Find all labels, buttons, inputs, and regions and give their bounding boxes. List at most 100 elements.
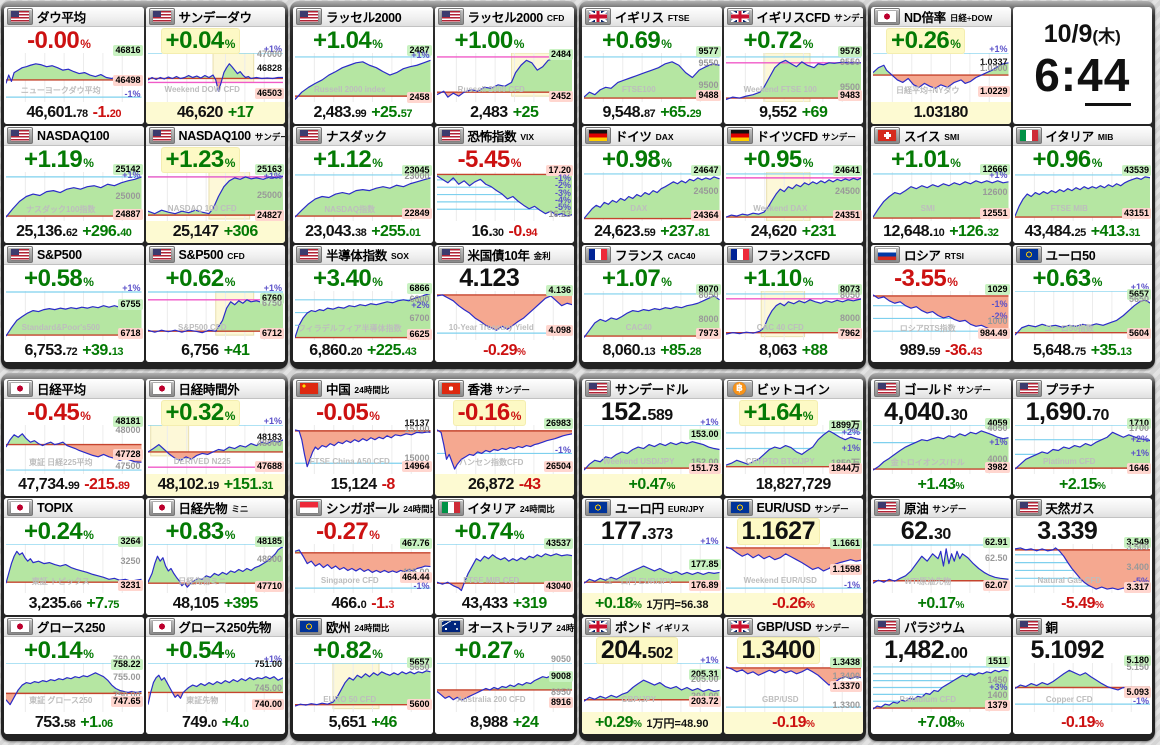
value-text: 46,601.78 <box>26 104 88 121</box>
market-tile[interactable]: ユーロ50 +0.63% ユーロ50指数 +1% 5657 5650 5604 5,648.7… <box>1012 245 1152 362</box>
market-tile[interactable]: サンデーダウ +0.04% Weekend DOW CFD +1% 47000 46828… <box>145 7 285 124</box>
tile-subtitle: サンデー <box>254 131 285 142</box>
value-text: +1.12% <box>313 145 383 173</box>
tile-header: 日経先物 ミニ <box>145 498 285 518</box>
axis-label: 22849 <box>402 208 432 220</box>
axis-label: 755.00 <box>112 671 141 682</box>
main-value-wrap: +0.83% <box>166 519 236 544</box>
market-tile[interactable]: 半導体指数 SOX +3.40% フィラデルフィア半導体指数 6866 6800 +2% 67… <box>293 245 433 362</box>
market-tile[interactable]: NASDAQ100 +1.19% ナスダック100指数 25142 +1% 25000 24… <box>4 126 144 243</box>
market-tile[interactable]: ユーロ円 EUR/JPY 177.373 ユーロ円 EUR/JPY +1% 177.85 1… <box>582 498 722 615</box>
tile-main-value: 1.1627 <box>724 518 834 545</box>
value-decimals: 99 <box>354 108 367 120</box>
tile-subtitle: EUR/JPY <box>667 503 705 514</box>
value-text: +237.81 <box>660 223 710 240</box>
axis-label: 984.49 <box>977 328 1010 340</box>
market-tile[interactable]: ドイツCFD サンデー +0.95% Weekend DAX 24641 24500 243… <box>723 126 863 243</box>
axis-label: 5604 <box>1126 328 1151 340</box>
market-tile[interactable]: オーストラリア24時間比+0.27%Australia 200 CFD90509… <box>434 617 574 734</box>
market-tile[interactable]: 銅 5.1092 Copper CFD 5.180 5.150 5.093 -1% -0.19… <box>1012 617 1152 734</box>
axis-label: -1% <box>991 298 1008 309</box>
market-tile[interactable]: フランス CAC40 +1.07% CAC40 8070 8050 8000 7973 8,06… <box>582 245 722 362</box>
flag-frame: ฿ <box>726 380 753 397</box>
tile-title: 恐怖指数 <box>467 130 517 144</box>
axis-label: 6760 <box>259 292 284 304</box>
market-tile[interactable]: 香港 サンデー -0.16% ハンセン指数CFD 26983 -1% 26504 26,872… <box>434 379 574 496</box>
market-tile[interactable]: 原油 サンデー 62.30 WTI原油先物 62.91 62.50 62.07 +0.17% <box>871 498 1011 615</box>
market-tile[interactable]: ポンドイギリス204.502GBP/JPY+1%205.31205.00204.… <box>582 617 722 734</box>
percent-sign: % <box>513 646 525 661</box>
flag-frame <box>1015 246 1042 263</box>
flag-frame <box>874 380 900 397</box>
value-text: 3.339 <box>1037 517 1098 545</box>
axis-label: 9050 <box>550 654 571 665</box>
tile-bottom-row: 46,601.78 -1.20 <box>4 102 144 124</box>
market-tile[interactable]: プラチナ 1,690.70 Platinum CFD 1710 1700 +2% +1% 16… <box>1012 379 1152 496</box>
market-tile[interactable]: 日経時間外 +0.32% DERIVED N225 +1% 48183 48000 4768… <box>145 379 285 496</box>
market-tile[interactable]: イタリア MIB +0.96% FTSE MIB 43539 43151 43,484.25… <box>1012 126 1152 243</box>
percent-sign: % <box>83 646 94 661</box>
tile-subtitle: サンデー <box>815 622 850 633</box>
value-text: +306 <box>223 223 259 240</box>
tile-title: ポンド <box>615 621 652 635</box>
value-text: 5,651 <box>328 714 367 731</box>
value-text: 1,482.00 <box>884 636 968 664</box>
tile-bottom-row: 8,060.13 +85.28 <box>582 340 722 362</box>
tile-subtitle: 金利 <box>533 250 551 261</box>
chart-watermark: S&P500 CFD <box>178 323 227 332</box>
value-text: 9,548.87 <box>602 104 656 121</box>
percent-sign: % <box>369 527 380 542</box>
market-tile[interactable]: ドイツ DAX +0.98% DAX 24647 24500 24364 24,623.59 +… <box>582 126 722 243</box>
tile-main-value: +0.26% <box>871 27 981 54</box>
main-value-wrap: +0.24% <box>24 519 94 544</box>
percent-sign: % <box>513 527 525 542</box>
tile-title: ロシア <box>904 249 941 263</box>
market-tile[interactable]: グロース250先物 +0.54% 東証先物 +1% 751.00 745.00 740.00… <box>145 617 285 734</box>
market-tile[interactable]: S&P500 +0.58% Standard&Poor's500 +1% 6755 671… <box>4 245 144 362</box>
market-tile[interactable]: ゴールド サンデー 4,040.30 金トロイオンス/ドル 4059 4050 +1% 400… <box>871 379 1011 496</box>
market-tile[interactable]: ラッセル2000 +1.04% Russell 2000 index 2487 +1% 2… <box>293 7 433 124</box>
mini-chart <box>436 663 572 712</box>
market-tile[interactable]: 恐怖指数 VIX -5.45% 17.20 -1% -2% -3% -4% -5% 16.23 16… <box>434 126 574 243</box>
axis-label: 62.50 <box>984 552 1008 563</box>
chart-watermark: GBP/JPY <box>621 695 657 704</box>
market-tile[interactable]: 中国 24時間比 -0.05% FTSE China A50 CFD 15137 1510… <box>293 379 433 496</box>
tile-title: ユーロ50 <box>1045 249 1096 263</box>
market-tile[interactable]: イタリア 24時間比 +0.74% FTSE MIB CFD 43537 43040 43,… <box>434 498 574 615</box>
market-tile[interactable]: ロシア RTSI -3.55% ロシアRTS指数 1029 -1% -2% 1000 984.4… <box>871 245 1011 362</box>
tile-subtitle: FTSE <box>667 12 690 23</box>
market-tile[interactable]: イギリスCFDサンデー+0.72%Weekend FTSE 1009578955… <box>723 7 863 124</box>
market-tile[interactable]: ダウ平均 -0.00% ニューヨークダウ平均 46816 46498 -1% 46,601.… <box>4 7 144 124</box>
axis-label: -5% <box>554 202 571 213</box>
value-text: +1.06 <box>80 714 113 731</box>
jp-flag-icon <box>11 502 29 513</box>
market-tile[interactable]: 日経先物 ミニ +0.83% 日経先物ミニ 48185 48000 47710 48,105 +… <box>145 498 285 615</box>
market-tile[interactable]: ラッセル2000 CFD +1.00% Russell 2000 CFD 2484 245… <box>434 7 574 124</box>
market-tile[interactable]: NASDAQ100 サンデー +1.23% NASDAQ 100 CFD 25163 +1… <box>145 126 285 243</box>
chart-watermark: Natural Gas CFD <box>1037 576 1102 585</box>
market-tile[interactable]: スイス SMI +1.01% SMI 12666 +1% 12600 12551 12,648.… <box>871 126 1011 243</box>
market-tile[interactable]: TOPIX +0.24% 東証 トピックス 3264 3250 3231 3,235.66 +… <box>4 498 144 615</box>
market-tile[interactable]: ND倍率 日経÷DOW +0.26% 日経平均÷NYダウ +1% 1.0337 1.0300… <box>871 7 1011 124</box>
tile-bottom-row: +0.18% 1万円=56.38 <box>582 593 722 615</box>
main-value-wrap: +0.72% <box>744 28 814 53</box>
market-tile[interactable]: 日経平均 -0.45% 東証 日経225平均 48181 48000 47728 47500… <box>4 379 144 496</box>
value-text: 24,623.59 <box>594 223 656 240</box>
market-tile[interactable]: パラジウム 1,482.00 Palladium CFD 1511 1450 +3% 140… <box>871 617 1011 734</box>
market-tile[interactable]: 欧州 24時間比 +0.82% EURO 50 CFD 5657 5650 5600 5,65… <box>293 617 433 734</box>
market-tile[interactable]: シンガポール24時間比-0.27%Singapore CFD467.76465.… <box>293 498 433 615</box>
market-tile[interactable]: GBP/USD サンデー 1.3400 GBP/USD 1.3438 1.3400 1.33… <box>723 617 863 734</box>
market-tile[interactable]: ナスダック +1.12% NASDAQ指数 23045 23000 22849 23,043… <box>293 126 433 243</box>
market-tile[interactable]: サンデードル 152.589 Weekend USD/JPY +1%153.00 152… <box>582 379 722 496</box>
market-tile[interactable]: ฿ ビットコイン +1.64% CRYPTO BTC/JPY 1899万 +2% +1% 18… <box>723 379 863 496</box>
market-tile[interactable]: S&P500 CFD +0.62% S&P500 CFD +1% 6760 6750 6712… <box>145 245 285 362</box>
market-tile[interactable]: イギリス FTSE +0.69% FTSE100 9577 9550 9500 9488 9,5… <box>582 7 722 124</box>
uk-flag-icon <box>589 621 607 632</box>
value-text: 26,872 <box>467 476 514 493</box>
market-tile[interactable]: 米国債10年 金利 4.123 10-Year Treasury Yield 4.136… <box>434 245 574 362</box>
market-tile[interactable]: EUR/USD サンデー 1.1627 Weekend EUR/USD 1.1661 1.… <box>723 498 863 615</box>
market-tile[interactable]: グロース250+0.14%東証 グロース250760.00758.22755.0… <box>4 617 144 734</box>
market-tile[interactable]: フランスCFD +1.10% CAC 40 CFD 8073 8050 8000 7962 8… <box>723 245 863 362</box>
